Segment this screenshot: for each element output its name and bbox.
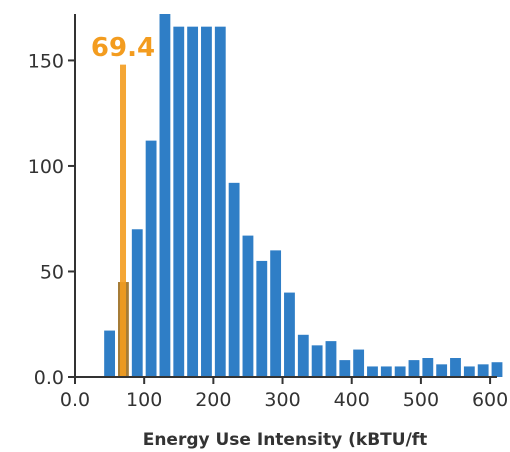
histogram-bar <box>173 26 185 378</box>
histogram-bar <box>353 349 365 377</box>
histogram-bar <box>491 362 503 377</box>
x-axis-label: Energy Use Intensity (kBTU/ft <box>143 430 428 450</box>
histogram-bar <box>477 364 489 377</box>
histogram-bar <box>297 334 309 377</box>
histogram-bar <box>187 26 199 378</box>
y-tick-label: 0.0 <box>34 367 64 389</box>
histogram-bar <box>436 364 448 377</box>
histogram-bar <box>228 182 240 377</box>
histogram-bar <box>270 250 282 377</box>
x-tick-label: 300 <box>264 389 300 411</box>
histogram-bar <box>104 330 116 377</box>
histogram-bar <box>256 260 268 377</box>
marker-label: 69.4 <box>91 33 155 63</box>
x-tick-label: 0.0 <box>60 389 90 411</box>
x-tick-label: 200 <box>195 389 231 411</box>
bars-group <box>104 14 503 378</box>
histogram-bar <box>284 292 295 377</box>
marker-group: 69.4 <box>91 33 155 377</box>
y-tick-label: 50 <box>40 261 64 283</box>
histogram-bar <box>408 360 420 377</box>
histogram-bar <box>422 358 434 377</box>
histogram-bar <box>311 345 323 377</box>
histogram-bar <box>339 360 351 377</box>
histogram-bar <box>201 26 212 378</box>
histogram-bar <box>450 358 461 377</box>
histogram-bar <box>325 341 337 377</box>
histogram-bar <box>463 366 475 377</box>
x-tick-label: 400 <box>334 389 370 411</box>
histogram-bar <box>214 26 226 378</box>
histogram-bar <box>145 140 157 377</box>
y-tick-label: 100 <box>28 156 64 178</box>
axes-group <box>74 14 497 378</box>
histogram-bar <box>159 14 171 377</box>
y-tick-label: 150 <box>28 50 64 72</box>
histogram-bar <box>242 235 254 377</box>
histogram-bar <box>380 366 392 377</box>
x-ticks-group: 0.0 100 200 300 400 500 600 <box>60 377 508 411</box>
histogram-bar <box>131 229 143 377</box>
x-tick-label: 600 <box>472 389 508 411</box>
histogram-bar <box>394 366 406 377</box>
x-tick-label: 500 <box>403 389 439 411</box>
y-ticks-group: 0.0 50 100 150 <box>28 50 75 389</box>
histogram-bar <box>367 366 378 377</box>
x-tick-label: 100 <box>126 389 162 411</box>
